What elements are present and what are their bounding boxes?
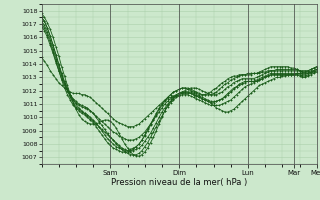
X-axis label: Pression niveau de la mer( hPa ): Pression niveau de la mer( hPa ) — [111, 178, 247, 187]
